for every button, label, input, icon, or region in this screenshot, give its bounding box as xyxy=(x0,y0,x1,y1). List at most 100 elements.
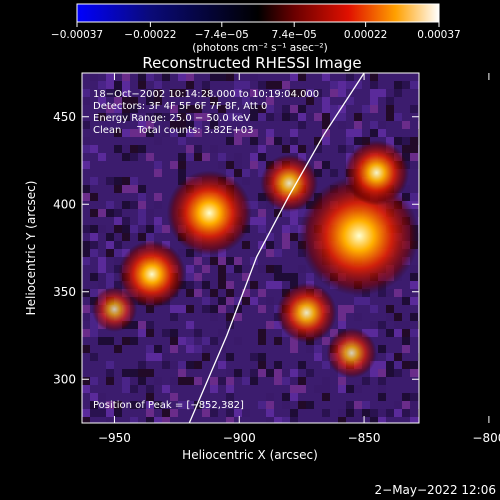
heatmap-cell xyxy=(258,153,266,161)
heatmap-cell xyxy=(330,105,338,113)
heatmap-cell xyxy=(378,417,386,423)
heatmap-cell xyxy=(378,369,386,377)
heatmap-cell xyxy=(242,241,250,249)
heatmap-cell xyxy=(178,361,186,369)
heatmap-cell xyxy=(378,409,386,417)
heatmap-cell xyxy=(306,369,314,377)
heatmap-cell xyxy=(122,185,130,193)
x-tick-label: −800 xyxy=(472,431,500,445)
heatmap-cell xyxy=(178,153,186,161)
heatmap-cell xyxy=(226,305,234,313)
heatmap-cell xyxy=(266,393,274,401)
heatmap-cell xyxy=(98,265,106,273)
heatmap-cell xyxy=(114,345,122,353)
heatmap-cell xyxy=(394,81,402,89)
heatmap-cell xyxy=(226,321,234,329)
heatmap-cell xyxy=(106,177,114,185)
heatmap-cell xyxy=(138,73,146,81)
heatmap-cell xyxy=(130,145,138,153)
heatmap-cell xyxy=(378,129,386,137)
heatmap-cell xyxy=(122,369,130,377)
heatmap-cell xyxy=(186,289,194,297)
heatmap-cell xyxy=(210,121,218,129)
heatmap-cell xyxy=(346,417,354,423)
heatmap-cell xyxy=(370,329,378,337)
heatmap-cell xyxy=(234,369,242,377)
heatmap-cell xyxy=(402,137,410,145)
heatmap-cell xyxy=(194,113,202,121)
heatmap-cell xyxy=(298,401,306,409)
heatmap-cell xyxy=(226,385,234,393)
heatmap-cell xyxy=(130,185,138,193)
heatmap-cell xyxy=(234,409,242,417)
heatmap-cell xyxy=(338,321,346,329)
heatmap-cell xyxy=(186,361,194,369)
heatmap-cell xyxy=(202,153,210,161)
colorbar-tick-label: 7.4e−05 xyxy=(272,29,317,41)
heatmap-cell xyxy=(242,273,250,281)
heatmap-cell xyxy=(154,377,162,385)
heatmap-cell xyxy=(162,113,170,121)
heatmap-cell xyxy=(122,177,130,185)
heatmap-cell xyxy=(410,369,418,377)
heatmap-cell xyxy=(186,89,194,97)
heatmap-cell xyxy=(218,377,226,385)
heatmap-cell xyxy=(258,209,266,217)
heatmap-cell xyxy=(154,225,162,233)
heatmap-cell xyxy=(274,249,282,257)
heatmap-cell xyxy=(410,401,418,409)
emission-source xyxy=(276,282,337,343)
heatmap-cell xyxy=(258,113,266,121)
heatmap-cell xyxy=(314,353,322,361)
heatmap-cell xyxy=(242,129,250,137)
heatmap-cell xyxy=(106,249,114,257)
heatmap-cell xyxy=(338,313,346,321)
heatmap-cell xyxy=(122,217,130,225)
heatmap-cell xyxy=(202,265,210,273)
heatmap-cell xyxy=(290,345,298,353)
heatmap-cell xyxy=(154,193,162,201)
heatmap-cell xyxy=(226,137,234,145)
axis-ticks: −950 −900 −850 −800 300 350 400 450 xyxy=(53,73,500,445)
heatmap-cell xyxy=(250,73,258,81)
heatmap-cell xyxy=(146,369,154,377)
heatmap-cell xyxy=(226,417,234,423)
heatmap-cell xyxy=(130,105,138,113)
heatmap-cell xyxy=(290,369,298,377)
heatmap-cell xyxy=(82,257,90,265)
heatmap-cell xyxy=(218,73,226,81)
heatmap-cell xyxy=(114,129,122,137)
heatmap-cell xyxy=(266,113,274,121)
heatmap-cell xyxy=(266,409,274,417)
heatmap-cell xyxy=(106,377,114,385)
heatmap-cell xyxy=(242,377,250,385)
heatmap-cell xyxy=(170,345,178,353)
heatmap-cell xyxy=(138,193,146,201)
heatmap-cell xyxy=(210,73,218,81)
heatmap-cell xyxy=(98,393,106,401)
heatmap-cell xyxy=(410,81,418,89)
heatmap-cell xyxy=(410,329,418,337)
heatmap-cell xyxy=(226,393,234,401)
footer-timestamp: 2−May−2022 12:06 xyxy=(375,483,497,497)
heatmap-cell xyxy=(250,297,258,305)
emission-source xyxy=(91,286,138,332)
heatmap-cell xyxy=(106,73,114,81)
heatmap-cell xyxy=(178,401,186,409)
heatmap-cell xyxy=(178,369,186,377)
heatmap-cell xyxy=(306,97,314,105)
heatmap-cell xyxy=(370,409,378,417)
heatmap-cell xyxy=(386,105,394,113)
heatmap-cell xyxy=(194,273,202,281)
heatmap-cell xyxy=(290,89,298,97)
heatmap-cell xyxy=(274,369,282,377)
heatmap-cell xyxy=(194,377,202,385)
heatmap-cell xyxy=(370,81,378,89)
heatmap-cell xyxy=(282,233,290,241)
y-tick-label: 400 xyxy=(53,197,76,211)
heatmap-cell xyxy=(394,313,402,321)
heatmap-cell xyxy=(290,417,298,423)
heatmap-cell xyxy=(138,121,146,129)
heatmap-cell xyxy=(362,409,370,417)
heatmap-cell xyxy=(138,329,146,337)
